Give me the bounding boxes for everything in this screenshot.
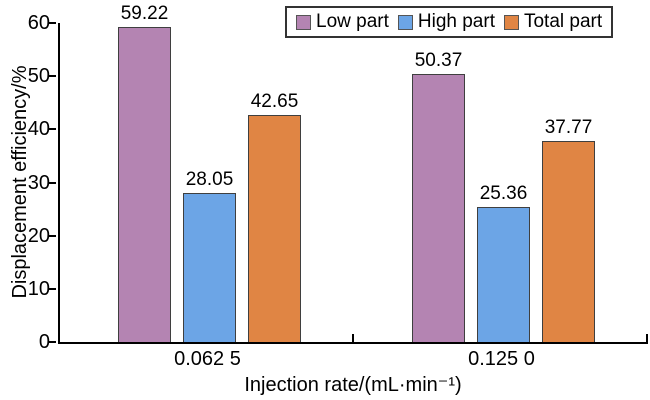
y-tick: [48, 181, 56, 184]
legend: Low part High part Total part: [285, 6, 614, 38]
legend-swatch-icon: [503, 14, 519, 30]
plot-area: 59.22 28.05 42.65 50.37 25.36 37.77: [58, 4, 648, 344]
bar-value-label: 25.36: [479, 183, 528, 205]
y-tick-label: 60: [27, 12, 50, 34]
bar-value-label: 50.37: [414, 50, 463, 72]
legend-swatch-icon: [397, 14, 413, 30]
bar-high-part: [183, 192, 236, 342]
y-tick: [48, 22, 56, 24]
x-tick: [646, 334, 648, 342]
bar-low-part: [118, 27, 171, 342]
bar-total-part: [248, 115, 301, 342]
y-tick-label: 0: [38, 331, 50, 353]
x-tick-label: 0.062 5: [174, 348, 241, 370]
legend-item-high-part: High part: [397, 11, 495, 32]
legend-item-total-part: Total part: [503, 11, 603, 32]
x-tick: [352, 334, 354, 342]
legend-label: High part: [417, 11, 495, 32]
y-tick: [48, 234, 56, 237]
bar-high-part: [477, 207, 530, 342]
legend-item-low-part: Low part: [296, 12, 389, 32]
y-tick-label: 40: [27, 118, 50, 141]
legend-label: Total part: [523, 11, 603, 32]
y-tick-label: 50: [27, 65, 50, 88]
y-tick-label: 30: [27, 171, 50, 194]
y-tick-label: 10: [27, 277, 50, 300]
y-tick-label: 20: [27, 224, 50, 247]
bar-value-label: 42.65: [250, 91, 299, 113]
y-tick: [48, 75, 56, 78]
y-tick: [48, 287, 56, 290]
bar-value-label: 59.22: [120, 3, 169, 25]
y-tick: [48, 341, 56, 343]
bar-value-label: 37.77: [544, 117, 593, 139]
legend-swatch-icon: [296, 14, 311, 30]
bar-total-part: [542, 141, 595, 342]
legend-label: Low part: [316, 11, 389, 32]
bar-low-part: [412, 74, 465, 342]
bar-value-label: 28.05: [185, 168, 234, 190]
x-tick-label: 0.125 0: [468, 348, 535, 370]
y-tick: [48, 128, 56, 131]
x-axis-title: Injection rate/(mL·min⁻¹): [244, 374, 462, 396]
